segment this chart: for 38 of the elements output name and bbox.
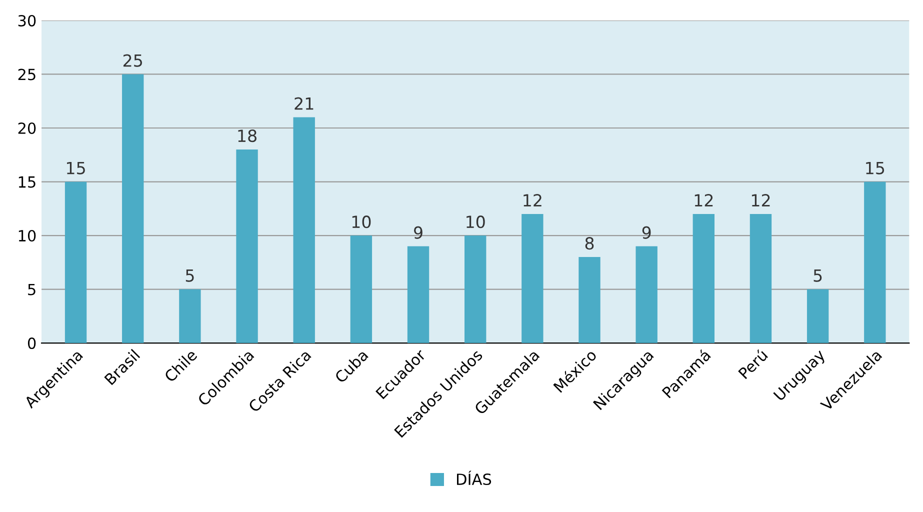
y-tick-label: 25 <box>18 68 36 80</box>
legend-label: DÍAS <box>457 470 492 486</box>
y-tick-label: 30 <box>18 14 36 26</box>
y-tick-label: 0 <box>28 338 36 350</box>
data-label: 9 <box>642 226 651 239</box>
data-label: 5 <box>186 269 194 282</box>
bar <box>636 246 658 344</box>
data-label: 15 <box>67 162 85 174</box>
bar <box>464 236 486 344</box>
bar <box>293 117 315 344</box>
y-tick-label: 20 <box>18 122 36 134</box>
bar <box>236 150 258 344</box>
bar <box>122 74 144 344</box>
data-label: 9 <box>414 226 422 239</box>
data-label: 12 <box>694 194 713 206</box>
data-label: 21 <box>294 97 314 110</box>
data-label: 10 <box>352 216 371 228</box>
data-label: 15 <box>866 162 884 174</box>
data-label: 5 <box>814 269 822 282</box>
y-tick-label: 10 <box>18 230 36 242</box>
bar <box>64 182 87 344</box>
data-label: 12 <box>524 194 542 206</box>
bar <box>864 182 886 344</box>
bar <box>578 257 600 344</box>
y-tick-label: 15 <box>18 176 36 188</box>
y-tick-label: 5 <box>28 284 36 296</box>
bar <box>522 214 544 344</box>
data-label: 8 <box>585 237 594 250</box>
bar <box>350 236 372 344</box>
bar <box>692 214 715 344</box>
data-label: 25 <box>123 54 142 67</box>
data-label: 18 <box>238 130 256 142</box>
bar <box>407 246 430 344</box>
bar <box>806 289 829 344</box>
bar <box>750 214 772 344</box>
data-label: 12 <box>752 194 770 206</box>
data-label: 10 <box>466 216 485 228</box>
bar <box>179 289 201 344</box>
